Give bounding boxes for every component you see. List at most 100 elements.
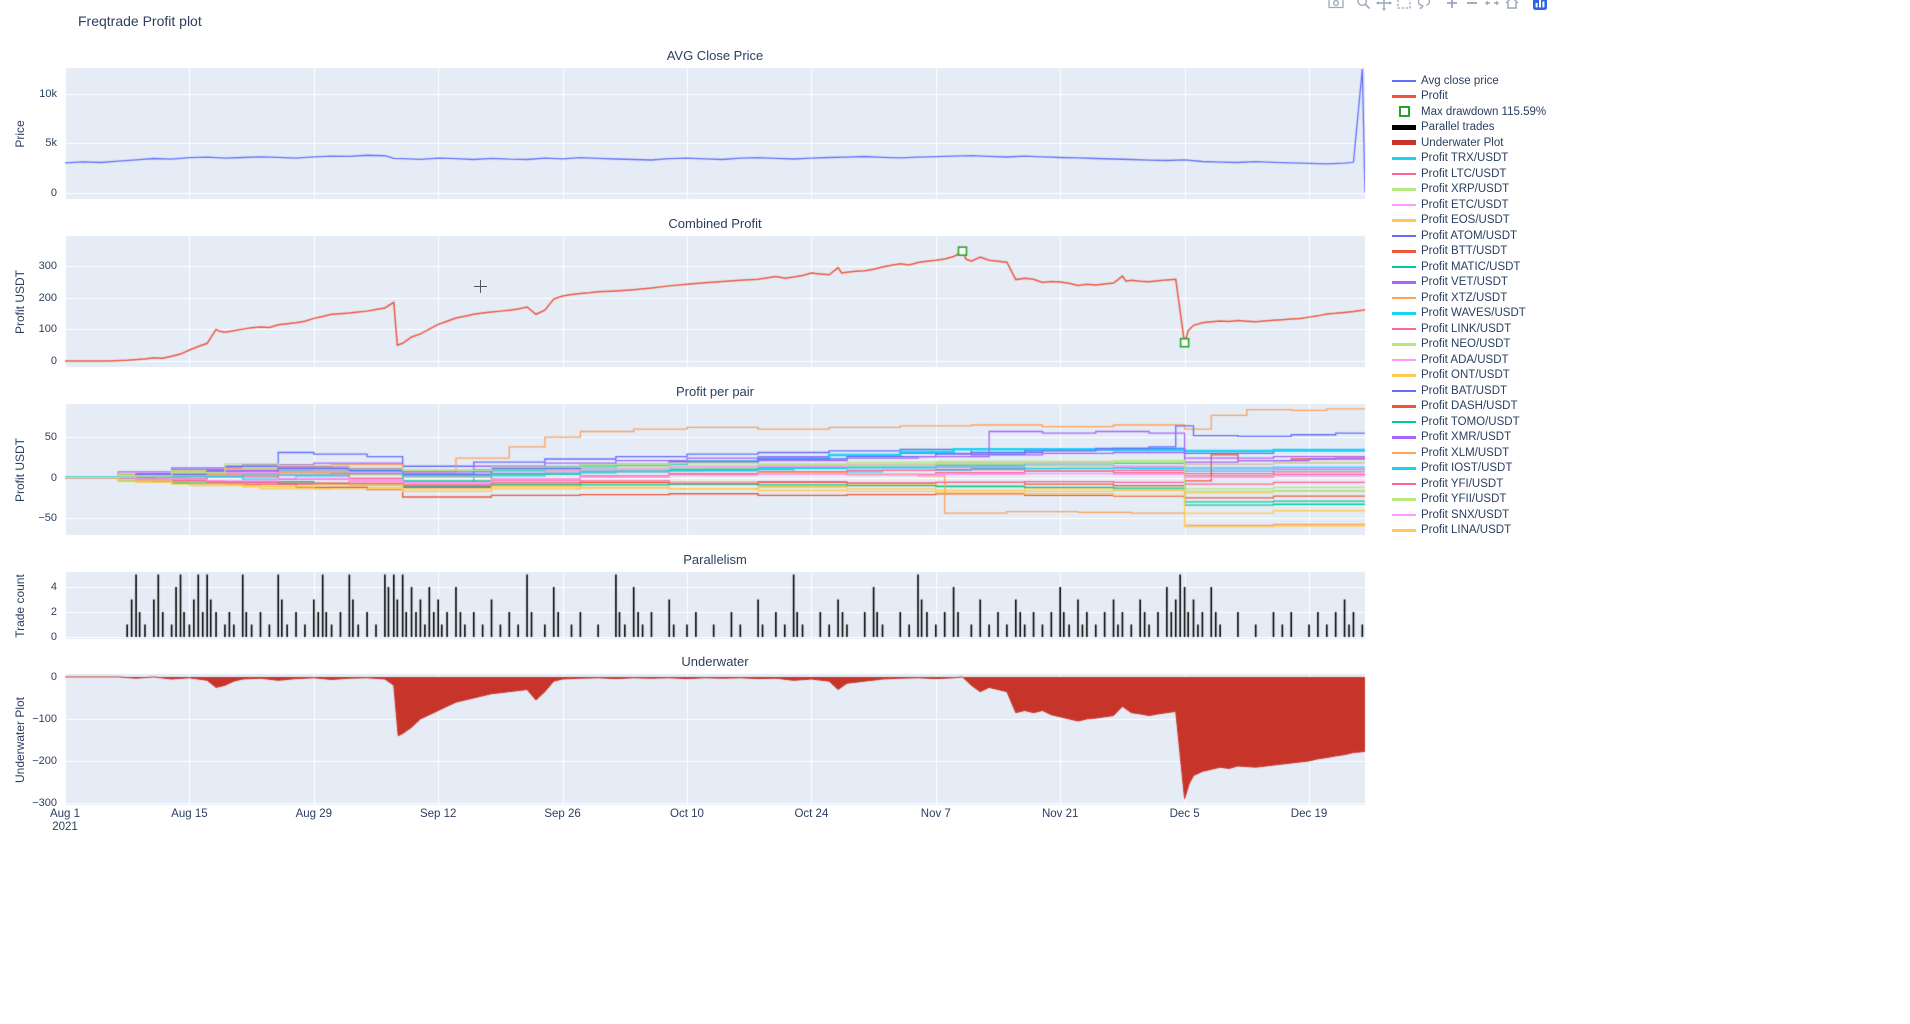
legend-swatch <box>1392 451 1416 454</box>
legend-item[interactable]: Profit SNX/USDT <box>1392 507 1546 523</box>
legend-item[interactable]: Max drawdown 115.59% <box>1392 104 1546 120</box>
legend-item[interactable]: Profit XTZ/USDT <box>1392 290 1546 306</box>
legend-swatch <box>1392 296 1416 299</box>
legend-swatch <box>1392 79 1416 82</box>
legend-swatch <box>1392 529 1416 532</box>
legend-swatch <box>1392 203 1416 206</box>
legend-label: Profit ATOM/USDT <box>1421 229 1518 242</box>
lasso-select-icon[interactable] <box>1416 0 1432 11</box>
legend-label: Profit BTT/USDT <box>1421 245 1508 258</box>
legend-item[interactable]: Profit XLM/USDT <box>1392 445 1546 461</box>
legend-swatch <box>1392 420 1416 423</box>
legend-swatch <box>1392 219 1416 222</box>
legend-item[interactable]: Profit ONT/USDT <box>1392 368 1546 384</box>
legend-label: Profit WAVES/USDT <box>1421 307 1526 320</box>
legend-swatch <box>1392 281 1416 284</box>
legend-label: Avg close price <box>1421 74 1499 87</box>
legend-item[interactable]: Profit LINA/USDT <box>1392 523 1546 539</box>
autoscale-icon[interactable] <box>1484 0 1500 11</box>
legend-swatch <box>1392 95 1416 98</box>
legend-swatch <box>1392 343 1416 346</box>
legend-label: Profit <box>1421 90 1448 103</box>
legend-item[interactable]: Profit ETC/USDT <box>1392 197 1546 213</box>
legend-swatch <box>1392 498 1416 501</box>
legend-label: Profit YFII/USDT <box>1421 493 1507 506</box>
legend-label: Profit LTC/USDT <box>1421 167 1507 180</box>
legend-label: Profit DASH/USDT <box>1421 400 1518 413</box>
legend-swatch <box>1392 374 1416 377</box>
legend-label: Profit VET/USDT <box>1421 276 1508 289</box>
legend-label: Profit ETC/USDT <box>1421 198 1509 211</box>
zoom-out-icon[interactable] <box>1464 0 1480 11</box>
legend-label: Profit ONT/USDT <box>1421 369 1510 382</box>
chart-canvas[interactable] <box>0 0 1400 840</box>
legend-item[interactable]: Profit LINK/USDT <box>1392 321 1546 337</box>
legend-swatch <box>1392 312 1416 315</box>
legend-label: Underwater Plot <box>1421 136 1504 149</box>
legend-swatch <box>1392 467 1416 470</box>
legend-item[interactable]: Profit NEO/USDT <box>1392 337 1546 353</box>
legend-swatch <box>1392 513 1416 516</box>
legend-item[interactable]: Underwater Plot <box>1392 135 1546 151</box>
legend-label: Profit SNX/USDT <box>1421 508 1510 521</box>
legend-label: Profit XTZ/USDT <box>1421 291 1508 304</box>
legend-item[interactable]: Profit BTT/USDT <box>1392 244 1546 260</box>
legend-item[interactable]: Profit LTC/USDT <box>1392 166 1546 182</box>
legend-label: Profit MATIC/USDT <box>1421 260 1521 273</box>
legend-swatch <box>1392 389 1416 392</box>
legend-swatch <box>1392 172 1416 175</box>
legend-item[interactable]: Parallel trades <box>1392 120 1546 136</box>
legend-item[interactable]: Profit WAVES/USDT <box>1392 306 1546 322</box>
legend-swatch <box>1392 358 1416 361</box>
legend-swatch <box>1392 157 1416 160</box>
legend-label: Profit BAT/USDT <box>1421 384 1508 397</box>
legend-item[interactable]: Profit BAT/USDT <box>1392 383 1546 399</box>
legend-label: Parallel trades <box>1421 121 1495 134</box>
legend-label: Profit ADA/USDT <box>1421 353 1509 366</box>
legend-item[interactable]: Profit DASH/USDT <box>1392 399 1546 415</box>
legend-swatch <box>1392 405 1416 408</box>
legend-label: Profit XMR/USDT <box>1421 431 1512 444</box>
legend-item[interactable]: Profit XRP/USDT <box>1392 182 1546 198</box>
legend-swatch <box>1392 265 1416 268</box>
legend-item[interactable]: Profit IOST/USDT <box>1392 461 1546 477</box>
legend-label: Profit LINK/USDT <box>1421 322 1512 335</box>
legend-swatch <box>1392 482 1416 485</box>
legend-label: Profit XRP/USDT <box>1421 183 1510 196</box>
zoom-in-icon[interactable] <box>1444 0 1460 11</box>
legend-label: Profit TOMO/USDT <box>1421 415 1520 428</box>
legend-swatch <box>1392 124 1416 130</box>
legend-swatch <box>1392 327 1416 330</box>
legend-item[interactable]: Profit TOMO/USDT <box>1392 414 1546 430</box>
legend-item[interactable]: Profit ATOM/USDT <box>1392 228 1546 244</box>
legend-label: Profit TRX/USDT <box>1421 152 1509 165</box>
legend-label: Profit IOST/USDT <box>1421 462 1513 475</box>
box-select-icon[interactable] <box>1396 0 1412 11</box>
legend: Avg close price Profit Max drawdown 115.59… <box>1392 73 1546 538</box>
legend-item[interactable]: Profit XMR/USDT <box>1392 430 1546 446</box>
reset-axes-icon[interactable] <box>1504 0 1520 11</box>
legend-item[interactable]: Profit YFII/USDT <box>1392 492 1546 508</box>
legend-label: Profit XLM/USDT <box>1421 446 1510 459</box>
legend-item[interactable]: Profit <box>1392 89 1546 105</box>
legend-swatch <box>1392 234 1416 237</box>
plotly-logo-icon[interactable] <box>1532 0 1548 11</box>
legend-item[interactable]: Profit MATIC/USDT <box>1392 259 1546 275</box>
legend-swatch <box>1399 106 1410 118</box>
legend-label: Profit YFI/USDT <box>1421 477 1504 490</box>
legend-label: Max drawdown 115.59% <box>1421 105 1547 118</box>
legend-item[interactable]: Profit TRX/USDT <box>1392 151 1546 167</box>
legend-item[interactable]: Profit VET/USDT <box>1392 275 1546 291</box>
legend-item[interactable]: Profit YFI/USDT <box>1392 476 1546 492</box>
legend-item[interactable]: Avg close price <box>1392 73 1546 89</box>
legend-swatch <box>1392 188 1416 191</box>
legend-item[interactable]: Profit ADA/USDT <box>1392 352 1546 368</box>
legend-swatch <box>1392 436 1416 439</box>
legend-label: Profit EOS/USDT <box>1421 214 1510 227</box>
legend-swatch <box>1392 140 1416 146</box>
legend-swatch <box>1392 250 1416 253</box>
legend-label: Profit LINA/USDT <box>1421 524 1512 537</box>
legend-item[interactable]: Profit EOS/USDT <box>1392 213 1546 229</box>
legend-label: Profit NEO/USDT <box>1421 338 1511 351</box>
